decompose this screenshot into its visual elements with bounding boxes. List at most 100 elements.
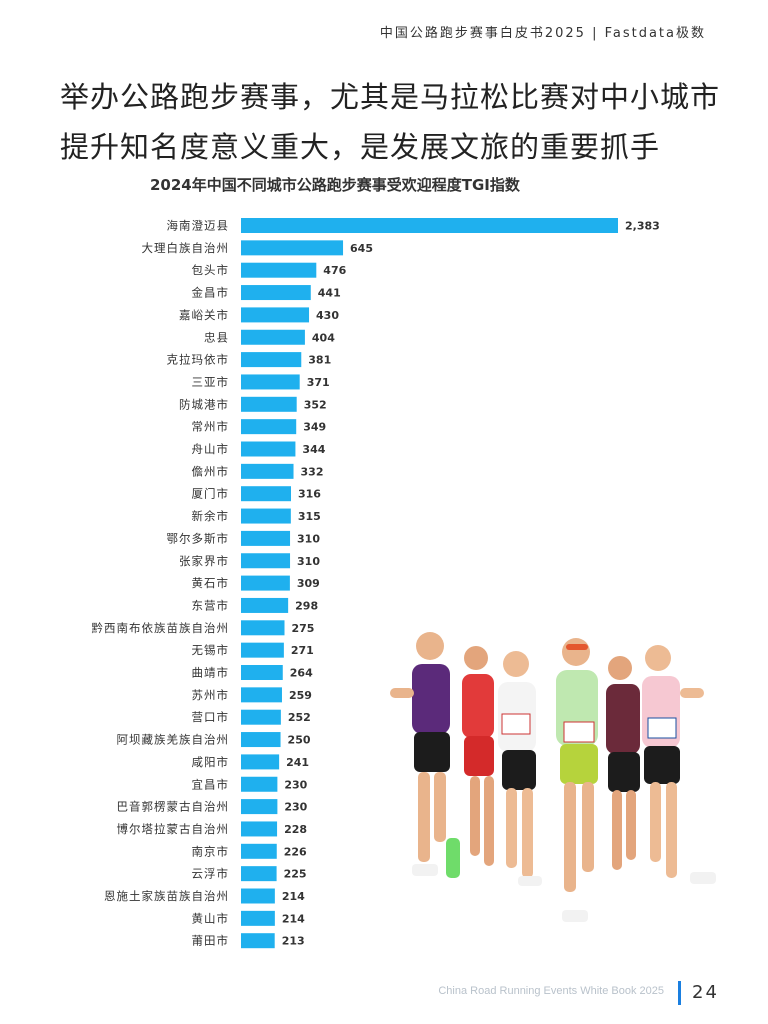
category-label: 防城港市 bbox=[179, 397, 229, 411]
category-label: 曲靖市 bbox=[192, 666, 230, 680]
tgi-bar-chart: 海南澄迈县 2,383 大理白族自治州 645 包头市 476 金昌市 441 嘉峪关市 430 忠… bbox=[92, 218, 660, 949]
bar bbox=[241, 463, 294, 479]
category-label: 张家界市 bbox=[179, 554, 229, 568]
page-number: 24 bbox=[692, 982, 719, 1003]
bar bbox=[241, 441, 296, 457]
value-label: 271 bbox=[291, 644, 314, 657]
category-label: 大理白族自治州 bbox=[142, 241, 230, 255]
runners-photo bbox=[390, 632, 716, 922]
category-label: 新余市 bbox=[192, 509, 230, 523]
value-label: 2,383 bbox=[625, 220, 660, 233]
bar bbox=[241, 821, 278, 837]
bar bbox=[241, 687, 282, 703]
bar bbox=[241, 620, 285, 636]
page-headline: 举办公路跑步赛事，尤其是马拉松比赛对中小城市 提升知名度意义重大，是发展文旅的重… bbox=[60, 72, 740, 172]
value-label: 310 bbox=[297, 532, 320, 545]
value-label: 371 bbox=[307, 376, 330, 389]
runner-pink bbox=[642, 645, 716, 884]
bar bbox=[241, 486, 291, 502]
value-label: 476 bbox=[323, 264, 346, 277]
bar bbox=[241, 754, 280, 770]
value-label: 349 bbox=[303, 421, 326, 434]
value-label: 645 bbox=[350, 242, 373, 255]
value-label: 228 bbox=[284, 823, 307, 836]
runner-red bbox=[462, 646, 494, 866]
category-label: 黄石市 bbox=[192, 576, 230, 590]
footer-english-title: China Road Running Events White Book 202… bbox=[438, 985, 664, 997]
value-label: 252 bbox=[288, 711, 311, 724]
bar bbox=[241, 396, 297, 412]
bar bbox=[241, 642, 284, 658]
category-label: 厦门市 bbox=[192, 487, 230, 501]
bar bbox=[241, 240, 344, 256]
value-label: 264 bbox=[290, 667, 313, 680]
category-label: 黄山市 bbox=[192, 911, 230, 925]
bar bbox=[241, 218, 618, 233]
value-label: 213 bbox=[282, 935, 305, 948]
value-label: 310 bbox=[297, 555, 320, 568]
value-label: 225 bbox=[284, 868, 307, 881]
category-label: 咸阳市 bbox=[192, 755, 230, 769]
category-label: 恩施土家族苗族自治州 bbox=[104, 889, 229, 903]
category-label: 南京市 bbox=[192, 844, 230, 858]
value-label: 230 bbox=[284, 778, 307, 791]
value-label: 250 bbox=[288, 734, 311, 747]
value-label: 214 bbox=[282, 912, 305, 925]
category-label: 营口市 bbox=[192, 710, 230, 724]
runner-maroon bbox=[606, 656, 640, 870]
category-label: 克拉玛依市 bbox=[167, 353, 230, 367]
value-label: 230 bbox=[284, 801, 307, 814]
category-label: 宜昌市 bbox=[192, 777, 230, 791]
bar bbox=[241, 285, 311, 301]
bar bbox=[241, 508, 291, 524]
category-label: 嘉峪关市 bbox=[179, 308, 229, 322]
category-label: 云浮市 bbox=[192, 867, 230, 881]
value-label: 259 bbox=[289, 689, 312, 702]
category-label: 无锡市 bbox=[192, 643, 230, 657]
category-label: 儋州市 bbox=[192, 464, 230, 478]
bar bbox=[241, 329, 305, 345]
bar bbox=[241, 553, 291, 569]
category-label: 三亚市 bbox=[192, 375, 230, 389]
value-label: 298 bbox=[295, 599, 318, 612]
value-label: 241 bbox=[286, 756, 309, 769]
value-label: 404 bbox=[312, 331, 335, 344]
value-label: 315 bbox=[298, 510, 321, 523]
runner-left bbox=[390, 632, 460, 878]
bar bbox=[241, 419, 297, 435]
value-label: 332 bbox=[301, 465, 324, 478]
value-label: 430 bbox=[316, 309, 339, 322]
category-label: 忠县 bbox=[204, 330, 229, 344]
bar bbox=[241, 732, 281, 748]
bar bbox=[241, 776, 278, 792]
category-label: 鄂尔多斯市 bbox=[167, 531, 230, 545]
category-label: 常州市 bbox=[192, 420, 230, 434]
bar bbox=[241, 374, 300, 390]
bar bbox=[241, 799, 278, 815]
bar bbox=[241, 352, 302, 368]
value-label: 381 bbox=[308, 354, 331, 367]
bar bbox=[241, 530, 291, 546]
bar bbox=[241, 597, 289, 613]
value-label: 344 bbox=[302, 443, 325, 456]
category-label: 舟山市 bbox=[192, 442, 230, 456]
category-label: 莆田市 bbox=[192, 934, 230, 948]
bar bbox=[241, 866, 277, 882]
category-label: 博尔塔拉蒙古自治州 bbox=[117, 822, 230, 836]
bar bbox=[241, 575, 290, 591]
bar bbox=[241, 933, 275, 949]
category-label: 金昌市 bbox=[192, 286, 230, 300]
bar bbox=[241, 665, 283, 680]
value-label: 214 bbox=[282, 890, 305, 903]
runner-green bbox=[556, 638, 598, 922]
bar bbox=[241, 262, 317, 278]
value-label: 275 bbox=[292, 622, 315, 635]
category-label: 东营市 bbox=[192, 598, 230, 612]
runner-white bbox=[498, 651, 542, 886]
category-label: 巴音郭楞蒙古自治州 bbox=[117, 800, 230, 814]
category-label: 海南澄迈县 bbox=[167, 219, 230, 233]
category-label: 阿坝藏族羌族自治州 bbox=[117, 733, 230, 747]
value-label: 316 bbox=[298, 488, 321, 501]
category-label: 黔西南布依族苗族自治州 bbox=[92, 621, 230, 635]
bar bbox=[241, 307, 310, 323]
